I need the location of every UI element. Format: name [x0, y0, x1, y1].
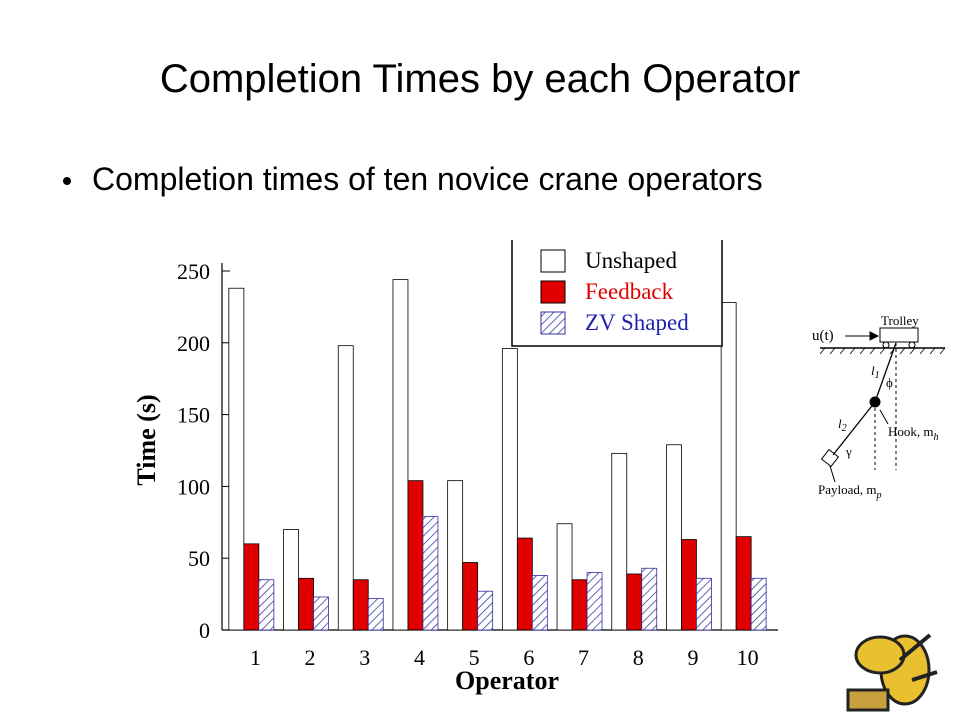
bar	[462, 562, 479, 631]
bar	[696, 577, 712, 631]
hook-sub: h	[934, 432, 939, 443]
x-tick-label: 5	[469, 645, 480, 670]
x-tick-label: 9	[687, 645, 698, 670]
bar	[407, 480, 424, 631]
legend-label: Unshaped	[585, 248, 677, 273]
payload-text: Payload, m	[818, 482, 877, 497]
bar	[666, 444, 682, 631]
wheel	[908, 341, 916, 349]
payload-label: Payload, mp	[818, 482, 882, 501]
logo-wings	[898, 633, 938, 682]
x-tick-label: 4	[414, 645, 425, 670]
x-tick-label: 7	[578, 645, 589, 670]
chart: 0 50 100 150 200 250 Time (s) Operator 1 2 3 4 5 6 7 8 9…	[132, 240, 778, 695]
hook-label: Hook, mh	[888, 424, 939, 443]
bar	[243, 543, 260, 631]
trolley-label: Trolley	[881, 313, 919, 328]
legend-swatch	[540, 280, 566, 304]
bar	[750, 577, 767, 631]
phi-label: ϕ	[886, 375, 893, 390]
y-tick-label: 200	[177, 331, 210, 356]
logo	[846, 633, 938, 712]
bar	[681, 539, 697, 631]
x-tick-label: 10	[737, 645, 759, 670]
hook-text: Hook, m	[888, 424, 934, 439]
legend-swatch	[540, 311, 566, 335]
x-tick-label: 2	[305, 645, 316, 670]
x-tick-label: 8	[633, 645, 644, 670]
y-axis-title: Time (s)	[132, 394, 161, 485]
bar	[720, 302, 737, 631]
trolley-box	[879, 327, 919, 343]
bar	[422, 516, 439, 631]
y-tick-label: 250	[177, 259, 210, 284]
bar	[735, 536, 752, 631]
gamma-label: γ	[845, 444, 852, 459]
bar	[367, 598, 384, 631]
bar	[571, 579, 588, 631]
x-tick-label: 3	[359, 645, 370, 670]
bar	[352, 579, 369, 631]
y-tick-label: 0	[199, 618, 210, 643]
wheel	[882, 341, 890, 349]
cable-2	[832, 401, 876, 456]
hook	[869, 396, 881, 408]
legend-swatch	[540, 249, 566, 273]
bar	[298, 577, 314, 631]
l2-label: l2	[838, 416, 847, 434]
l1-sub: 1	[875, 370, 880, 381]
bar	[283, 529, 299, 631]
bar	[586, 572, 603, 631]
y-tick-label: 50	[188, 546, 210, 571]
l2-sub: 2	[842, 423, 847, 434]
payload-pointer	[829, 465, 836, 483]
bullet-dot	[63, 177, 71, 185]
l2-symbol: l	[838, 416, 842, 431]
l1-symbol: l	[871, 363, 875, 378]
payload	[820, 448, 840, 468]
bar	[531, 575, 548, 631]
bar	[611, 452, 628, 631]
bar	[447, 480, 464, 631]
crane-diagram	[819, 327, 946, 483]
bar	[337, 345, 354, 631]
bar	[258, 579, 275, 631]
cable-1	[874, 342, 897, 403]
legend-label: Feedback	[585, 279, 674, 304]
legend-label: ZV Shaped	[585, 310, 689, 335]
bar	[641, 567, 658, 631]
bar	[477, 590, 494, 631]
logo-badge	[846, 688, 890, 712]
y-tick-label: 100	[177, 474, 210, 499]
bar	[392, 279, 409, 631]
bar	[556, 523, 573, 631]
bar	[313, 596, 329, 631]
rail-hatch	[819, 347, 946, 355]
bar	[501, 348, 518, 631]
bar	[228, 287, 245, 631]
hook-pointer	[879, 409, 889, 425]
x-tick-label: 6	[523, 645, 534, 670]
x-tick-label: 1	[250, 645, 261, 670]
y-tick-label: 150	[177, 403, 210, 428]
l1-label: l1	[871, 363, 880, 381]
slide-title: Completion Times by each Operator	[160, 57, 800, 101]
input-label: u(t)	[812, 328, 834, 344]
bar	[626, 573, 643, 631]
x-axis-title: Operator	[455, 666, 559, 695]
bullet-box: Completion times of ten novice crane ope…	[92, 161, 763, 197]
arrow-head	[869, 331, 880, 341]
bullet-text: Completion times of ten novice crane ope…	[92, 161, 763, 197]
payload-sub: p	[876, 490, 882, 501]
logo-head	[854, 635, 906, 675]
bar	[516, 537, 533, 631]
diagram-labels: u(t) Trolley l1 ϕ Hook, mh l2 γ Payload,…	[812, 313, 939, 501]
